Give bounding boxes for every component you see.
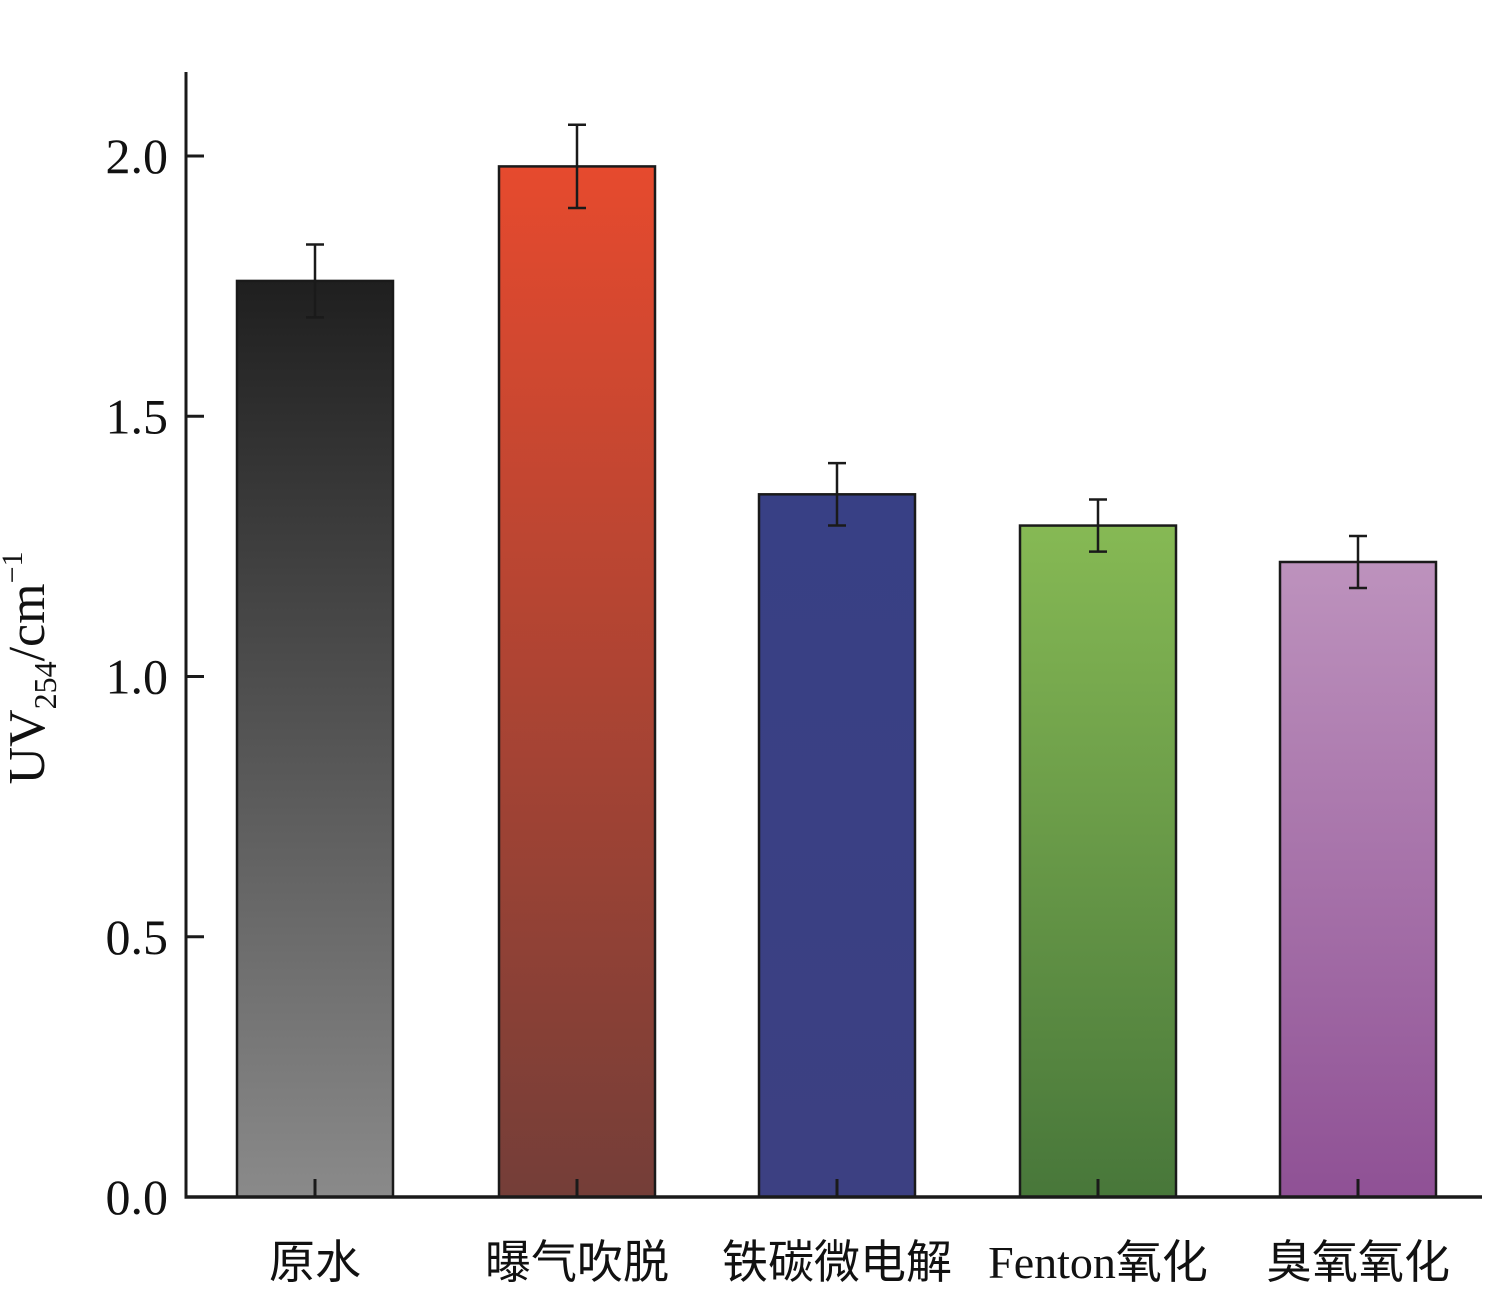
y-tick-label-3: 1.5 [106, 388, 169, 444]
y-axis-title-subscript: 254 [27, 661, 63, 709]
error-bar-1 [568, 123, 586, 210]
error-bars [306, 123, 1367, 590]
y-axis-title-superscript: −1 [0, 551, 29, 583]
y-tick-label-0: 0.0 [106, 1169, 169, 1225]
x-category-labels: 原水 曝气吹脱 铁碳微电解 Fenton氧化 臭氧氧化 [269, 1237, 1450, 1288]
x-tick-label-0: 原水 [269, 1237, 361, 1288]
bar-3 [1018, 524, 1178, 1199]
error-bar-2 [828, 461, 846, 527]
y-tick-label-2: 1.0 [106, 649, 169, 705]
y-axis-title: UV254/cm−1 [0, 551, 63, 784]
error-bar-4 [1349, 534, 1367, 590]
y-tick-label-4: 2.0 [106, 128, 169, 184]
error-bar-3 [1089, 498, 1107, 553]
bar-0 [235, 279, 395, 1199]
error-bar-0 [306, 243, 324, 319]
y-tick-labels: 0.0 0.5 1.0 1.5 2.0 [106, 128, 169, 1225]
y-axis-title-main: UV [0, 709, 56, 784]
x-tick-label-2: 铁碳微电解 [722, 1237, 952, 1288]
x-tick-label-1: 曝气吹脱 [485, 1237, 669, 1288]
bar-2 [757, 493, 917, 1199]
bar-1 [497, 165, 657, 1199]
x-tick-label-3: Fenton氧化 [988, 1237, 1208, 1288]
bar-4 [1278, 560, 1438, 1199]
y-axis-title-unit: /cm [0, 583, 56, 661]
axes [184, 72, 1482, 1199]
x-tick-label-4: 臭氧氧化 [1266, 1237, 1450, 1288]
y-tick-label-1: 0.5 [106, 909, 169, 965]
bars [235, 165, 1438, 1199]
